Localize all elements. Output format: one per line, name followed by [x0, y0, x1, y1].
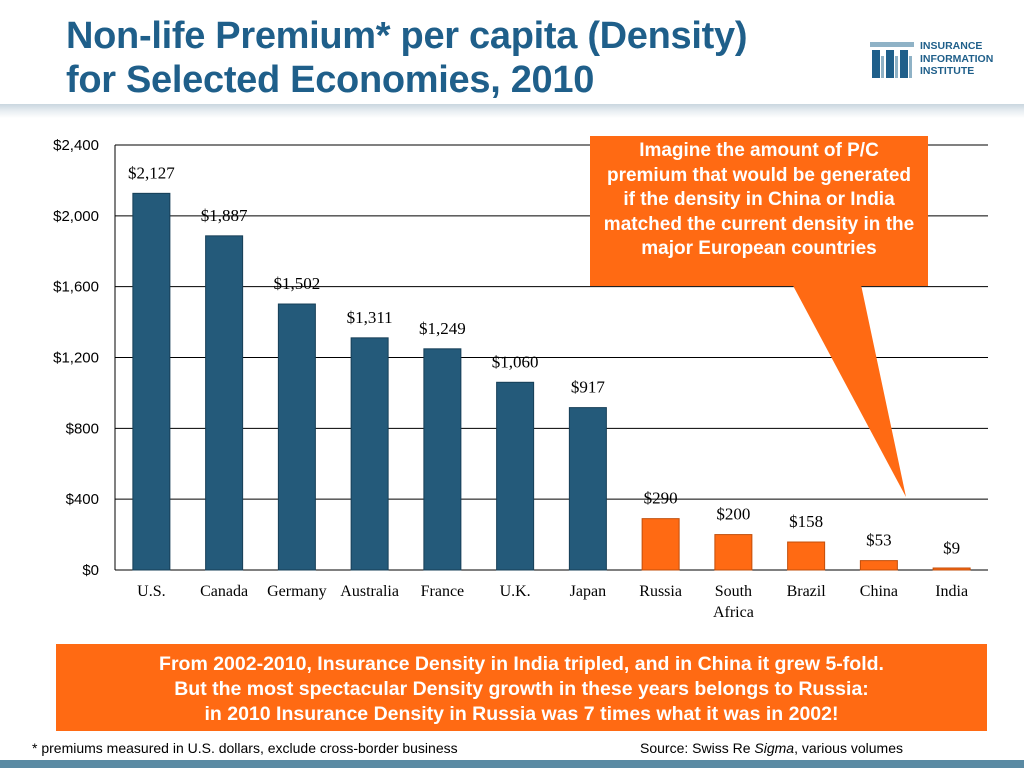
value-label: $1,887	[201, 206, 248, 225]
bar-brazil	[787, 541, 826, 571]
x-tick-label: Brazil	[787, 583, 827, 600]
value-label: $1,249	[419, 319, 466, 338]
x-tick-label: U.K.	[500, 583, 531, 600]
title-divider	[0, 104, 1024, 118]
density-bar-chart: $0 $400 $800 $1,200 $1,600 $2,000 $2,400 $2,12…	[53, 137, 988, 621]
value-label: $200	[716, 505, 750, 524]
value-label: $53	[866, 531, 892, 550]
summary-line-1: From 2002-2010, Insurance Density in Ind…	[159, 653, 884, 675]
logo-line-3: INSTITUTE	[920, 65, 975, 77]
callout-box: Imagine the amount of P/C premium that w…	[590, 136, 928, 286]
page-title: Non-life Premium* per capita (Density) f…	[66, 14, 866, 102]
summary-box: From 2002-2010, Insurance Density in Ind…	[56, 644, 987, 731]
bar-china	[859, 560, 898, 571]
value-label: $290	[644, 489, 678, 508]
y-tick-label: $800	[66, 420, 99, 437]
y-tick-label: $400	[66, 491, 99, 508]
footnote: * premiums measured in U.S. dollars, exc…	[32, 740, 458, 756]
x-tick-label: India	[935, 583, 968, 600]
source-suffix: , various volumes	[794, 740, 903, 756]
value-label: $1,311	[347, 308, 393, 327]
value-label: $9	[943, 538, 960, 557]
gridlines	[114, 144, 988, 571]
y-tick-label: $1,200	[53, 350, 99, 367]
value-label: $2,127	[128, 163, 175, 182]
summary-line-2: But the most spectacular Density growth …	[174, 678, 869, 700]
x-tick-label: Russia	[639, 583, 682, 600]
x-tick-label: Japan	[570, 583, 606, 600]
bar-south-africa	[714, 534, 753, 571]
value-label: $917	[571, 378, 606, 397]
bottom-rule	[0, 760, 1024, 768]
iii-logo: INSURANCE INFORMATION INSTITUTE	[868, 38, 1018, 82]
y-tick-label: $0	[82, 562, 99, 579]
bar-australia	[350, 337, 389, 571]
y-tick-label: $2,000	[53, 208, 99, 225]
callout-text: Imagine the amount of P/C premium that w…	[603, 140, 915, 259]
logo-line-1: INSURANCE	[920, 40, 983, 52]
value-label: $1,060	[492, 352, 539, 371]
x-tick-label: South Africa	[713, 583, 754, 621]
y-tick-label: $2,400	[53, 137, 99, 154]
y-tick-label: $1,600	[53, 279, 99, 296]
logo-line-2: INFORMATION	[920, 52, 994, 65]
bar-france	[423, 348, 462, 571]
x-tick-label: U.S.	[137, 583, 165, 600]
source-note: Source: Swiss Re Sigma, various volumes	[640, 740, 903, 756]
value-label: $158	[789, 512, 823, 531]
bar-india	[932, 567, 971, 571]
bar-canada	[205, 235, 244, 571]
x-tick-label: China	[860, 583, 898, 600]
x-tick-label: Canada	[200, 583, 248, 600]
x-axis-labels: U.S. Canada Germany Australia France U.K. Japa…	[137, 583, 968, 621]
x-tick-label: France	[421, 583, 465, 600]
bar-u-s-	[132, 192, 171, 571]
title-line-2: for Selected Economies, 2010	[66, 59, 595, 101]
bar-japan	[568, 407, 607, 571]
x-tick-label: Germany	[267, 583, 327, 600]
value-label: $1,502	[274, 274, 321, 293]
bar-u-k-	[496, 381, 535, 571]
summary-line-3: in 2010 Insurance Density in Russia was …	[204, 703, 839, 725]
source-italic: Sigma	[754, 740, 795, 756]
value-labels: $2,127 $1,887 $1,502 $1,311 $1,249 $1,060 $917…	[128, 163, 960, 557]
callout-pointer	[790, 280, 906, 497]
title-line-1: Non-life Premium* per capita (Density)	[66, 15, 748, 57]
bars	[132, 192, 971, 571]
source-prefix: Source: Swiss Re	[640, 740, 755, 756]
iii-logo-text: INSURANCE INFORMATION INSTITUTE	[920, 40, 993, 78]
y-axis-ticks: $0 $400 $800 $1,200 $1,600 $2,000 $2,400	[53, 137, 99, 579]
bar-germany	[277, 303, 316, 571]
iii-logo-icon	[870, 42, 914, 78]
x-tick-label: Australia	[340, 583, 399, 600]
bar-russia	[641, 518, 680, 571]
